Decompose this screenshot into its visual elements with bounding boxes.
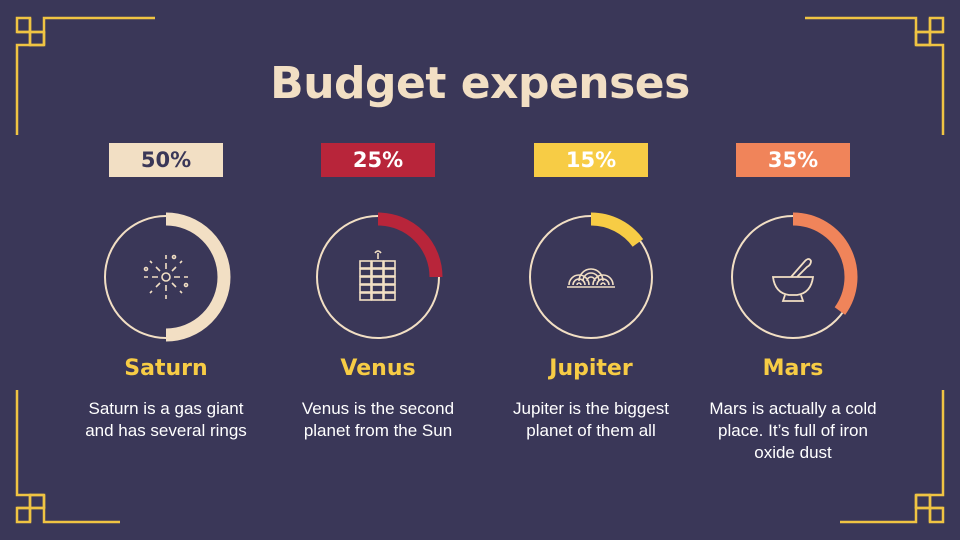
planet-description: Mars is actually a cold place. It’s full… [709,399,877,462]
corner-ornament-bottom-right [840,390,945,524]
percent-badge: 35% [736,143,850,177]
corner-ornament-top-right [805,16,945,135]
progress-arc [377,212,443,278]
noodles-icon [567,268,615,288]
planet-description: Venus is the second planet from the Sun [301,399,455,440]
ring-outline [529,215,653,339]
slide-title: Budget expenses [270,58,690,109]
progress-ring [529,212,653,339]
progress-ring [104,212,231,342]
planet-name: Jupiter [549,356,633,381]
expense-column-mars: 35% Mars Mars is actually a cold place. … [686,0,900,540]
planet-name: Venus [340,356,416,381]
expense-column-jupiter: 15% Jupiter Jupiter is the biggest plane… [484,0,698,540]
mortar-pestle-icon [771,258,815,302]
expense-column-venus: 25% Venus Venus is the second planet fro… [271,0,485,540]
planet-description: Saturn is a gas giant and has several ri… [85,399,247,440]
progress-ring [731,212,858,339]
percent-badge: 15% [534,143,648,177]
planet-name: Mars [762,356,824,381]
planet-description: Jupiter is the biggest planet of them al… [513,399,669,440]
corner-ornament-top-left [15,16,155,135]
firecracker-icon [359,250,396,301]
progress-ring [316,212,443,339]
expense-column-saturn: 50% Saturn Saturn is a gas giant and has… [59,0,273,540]
progress-arc [590,212,644,247]
percent-badge: 25% [321,143,435,177]
progress-arc [792,212,858,315]
planet-name: Saturn [124,356,208,381]
corner-ornament-bottom-left [15,390,120,524]
percent-badge: 50% [109,143,223,177]
progress-arc [165,212,231,342]
fireworks-icon [143,254,189,299]
